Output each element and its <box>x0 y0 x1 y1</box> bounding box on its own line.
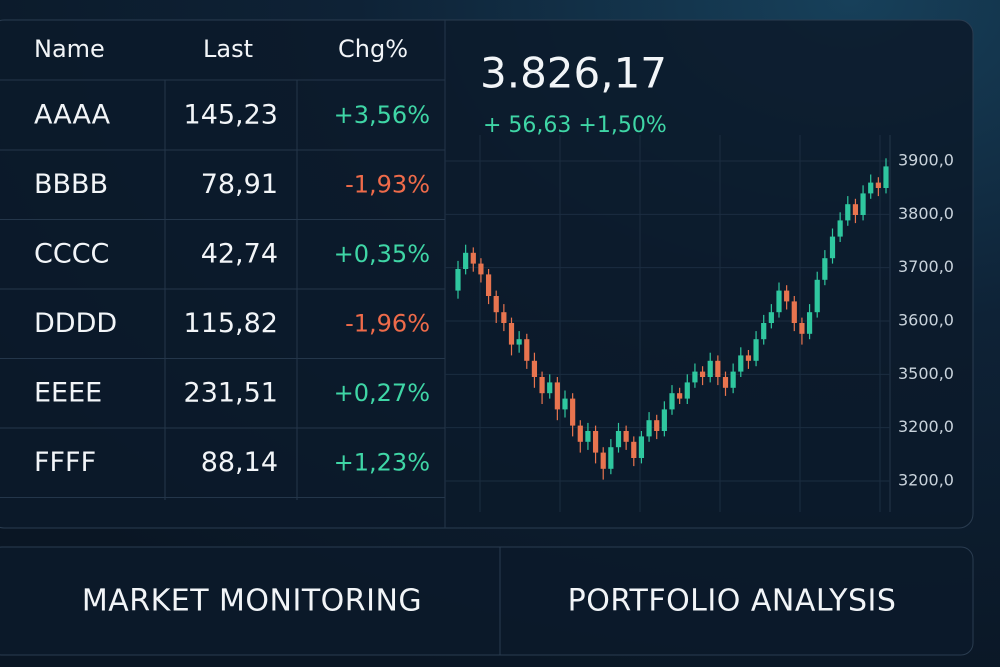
candle-body <box>570 398 576 426</box>
candle-body <box>791 301 797 323</box>
candle-body <box>784 290 790 302</box>
candle-body <box>814 279 820 313</box>
candle-body <box>738 355 744 372</box>
symbol: EEEE <box>34 378 102 409</box>
candle-body <box>531 360 538 377</box>
candle-body <box>883 166 889 188</box>
candle-body <box>524 339 530 361</box>
price-change: + 56,63 +1,50% <box>483 113 667 138</box>
last-price: 115,82 <box>184 308 278 339</box>
candle-body <box>638 436 645 458</box>
candle-body <box>699 371 706 377</box>
candle-body <box>654 420 660 431</box>
candle-body <box>875 182 881 188</box>
candle-body <box>455 269 461 291</box>
last-price: 78,91 <box>201 169 278 200</box>
candle-body <box>669 393 675 410</box>
candle-body <box>829 236 836 259</box>
nav-button[interactable]: MARKET MONITORING <box>82 584 422 619</box>
candle-body <box>623 431 629 442</box>
candle-body <box>761 323 767 340</box>
candle-body <box>730 371 736 388</box>
candle-body <box>799 323 805 334</box>
candle-body <box>768 312 774 323</box>
candle-body <box>646 420 652 437</box>
candle-body <box>463 252 469 269</box>
candle-body <box>493 296 499 313</box>
change-percent: +0,27% <box>334 379 430 407</box>
last-price: 145,23 <box>184 100 278 131</box>
candle-body <box>554 382 560 410</box>
candle-body <box>508 323 515 345</box>
price: 3.826,17 <box>480 49 667 98</box>
last-price: 42,74 <box>201 239 278 270</box>
symbol: DDDD <box>34 308 117 339</box>
candle-body <box>677 393 683 399</box>
change-percent: -1,93% <box>345 171 430 199</box>
candle-body <box>715 360 721 377</box>
y-tick-label: 3700,0 <box>898 257 954 276</box>
table: Name Last Chg% AAAA 145,23 +3,56% BBBB 78,91 -1,… <box>0 20 446 528</box>
bottom-panel <box>0 546 974 656</box>
candle-body <box>753 339 759 361</box>
symbol: BBBB <box>34 169 108 200</box>
symbol: FFFF <box>34 447 96 478</box>
column-header: Name <box>34 35 105 63</box>
candle-body <box>776 290 782 313</box>
candle-body <box>661 409 667 431</box>
candle-body <box>600 452 606 469</box>
candle-body <box>852 204 859 215</box>
y-tick-label: 3200,0 <box>898 417 954 436</box>
last-price: 88,14 <box>201 447 278 478</box>
y-tick-label: 3600,0 <box>898 311 954 330</box>
candle-body <box>501 312 507 323</box>
change-percent: +1,23% <box>334 449 430 477</box>
y-tick-label: 3500,0 <box>898 364 954 383</box>
candle-body <box>547 382 553 394</box>
candle-body <box>608 447 614 469</box>
candle-body <box>539 377 545 394</box>
candle-body <box>470 252 476 264</box>
candle-body <box>585 431 591 442</box>
buttons: MARKET MONITORING PORTFOLIO ANALYSIS <box>82 584 897 619</box>
change-percent: +3,56% <box>334 101 430 129</box>
candle-body <box>615 431 622 448</box>
candle-body <box>684 382 690 399</box>
candle-body <box>485 274 492 296</box>
candle-body <box>692 371 698 383</box>
change-percent: -1,96% <box>345 310 430 338</box>
symbol: AAAA <box>34 100 111 131</box>
candle-body <box>745 355 752 361</box>
candle-body <box>577 425 583 442</box>
candle-body <box>722 377 729 388</box>
candle-body <box>822 258 828 280</box>
change-percent: +0,35% <box>334 240 430 268</box>
column-header: Last <box>203 35 253 63</box>
y-tick-label: 3900,0 <box>898 151 954 170</box>
y-tick-label: 3200,0 <box>898 471 954 490</box>
candle-body <box>845 204 851 221</box>
candle-body <box>592 431 599 453</box>
nav-button[interactable]: PORTFOLIO ANALYSIS <box>568 584 897 619</box>
last-price: 231,51 <box>184 378 278 409</box>
candle-body <box>868 182 874 194</box>
candle-body <box>707 360 713 377</box>
symbol: CCCC <box>34 239 109 270</box>
column-header: Chg% <box>338 35 408 63</box>
candle-body <box>806 312 813 334</box>
candle-body <box>562 398 568 410</box>
candle-body <box>837 220 843 237</box>
candle-body <box>516 339 522 345</box>
main-panel <box>0 19 974 529</box>
candle-body <box>860 193 866 215</box>
chart: 3.826,17 + 56,63 +1,50% 3900,0 3800,0 3700… <box>445 49 954 512</box>
candle-body <box>631 441 637 458</box>
y-tick-label: 3800,0 <box>898 204 954 223</box>
candle-body <box>478 263 484 275</box>
